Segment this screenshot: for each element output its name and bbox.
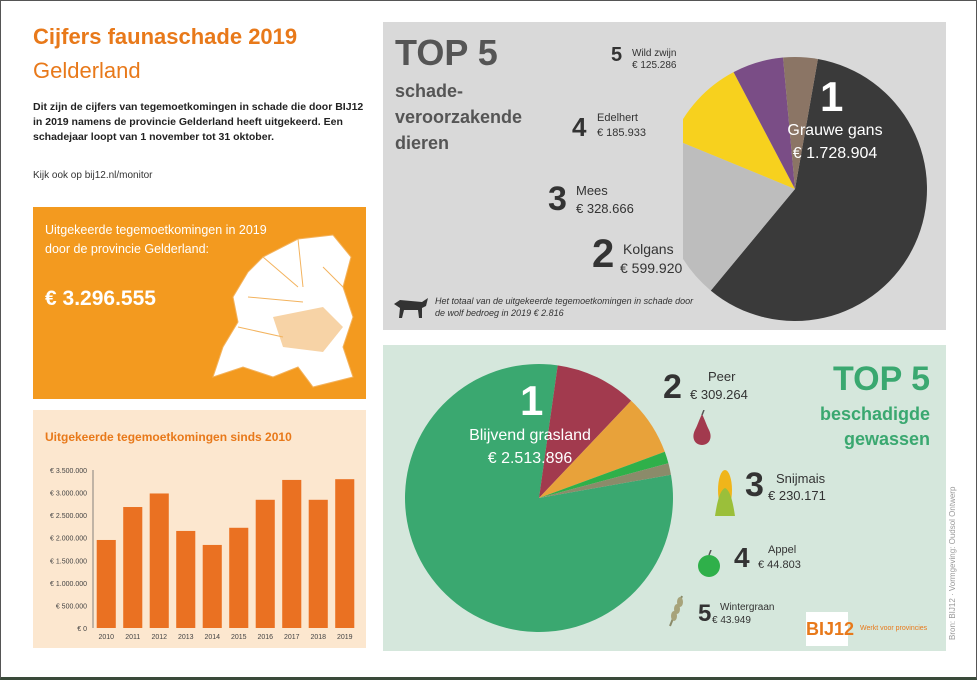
wheat-icon [669,595,683,627]
bar-chart-panel: Uitgekeerde tegemoetkomingen sinds 2010 … [33,410,366,648]
x-tick-label: 2010 [98,634,114,641]
x-tick-label: 2012 [151,634,167,641]
x-tick-label: 2011 [125,634,140,641]
slice-grauwe-gans [710,59,927,322]
bar-2010 [96,539,116,628]
y-tick-label: € 2.000.000 [50,536,87,543]
animal-rank-1: 1 [820,73,844,120]
crop-rank-1: 1 [520,377,544,424]
crop-rank-4: 4 [734,542,750,573]
crop-rank-3: 3 [745,466,764,504]
bar-2015 [229,527,249,628]
pear-icon [693,410,711,445]
crop-amount-2: € 309.264 [690,387,748,402]
crop-amount-3: € 230.171 [768,488,826,503]
crop-amount-5: € 43.949 [712,615,751,626]
animal-amount-2: € 599.920 [620,260,683,276]
animal-rank-3: 3 [548,180,567,218]
bar-2013 [176,530,196,628]
animal-rank-2: 2 [592,232,615,276]
summary-panel: Uitgekeerde tegemoetkomingen in 2019 doo… [33,207,366,399]
crop-name-1: Blijvend grasland [469,427,591,444]
y-tick-label: € 2.500.000 [50,513,87,520]
y-tick-label: € 1.000.000 [50,581,87,588]
bar-2018 [308,499,328,628]
animal-amount-5: € 125.286 [632,60,677,71]
crops-subtitle: beschadigde gewassen [819,404,930,449]
slice-edelhert [733,57,795,190]
slice-wild-zwijn [783,56,818,189]
bij12-logo: BIJ12 [806,612,854,646]
x-tick-label: 2015 [231,634,247,641]
y-tick-label: € 500.000 [56,603,87,610]
page-title: Cijfers faunaschade 2019 [33,24,298,49]
apple-icon [698,550,720,577]
intro-text: Dit zijn de cijfers van tegemoetkomingen… [33,101,364,143]
crop-amount-1: € 2.513.896 [487,450,573,467]
x-tick-label: 2018 [310,634,326,641]
animal-amount-1: € 1.728.904 [792,145,878,162]
x-tick-label: 2013 [178,634,194,641]
slice-appel [539,451,669,498]
monitor-link[interactable]: Kijk ook op bij12.nl/monitor [33,170,153,181]
x-tick-label: 2016 [257,634,273,641]
wolf-note: Het totaal van de uitgekeerde tegemoetko… [435,296,694,318]
crop-name-5: Wintergraan [720,602,775,613]
animal-name-2: Kolgans [623,241,674,257]
bar-chart: € 0 € 500.000 € 1.000.000 € 1.500.000 € 2.00… [50,468,355,641]
bar-2012 [149,493,169,628]
crop-rank-5: 5 [698,600,712,627]
bar-chart-title: Uitgekeerde tegemoetkomingen sinds 2010 [45,430,292,444]
animals-subtitle: schade-veroorzakende dieren [395,81,523,153]
corn-icon [715,470,735,516]
slice-wintergraan [539,463,671,498]
summary-text: Uitgekeerde tegemoetkomingen in 2019 doo… [45,223,267,256]
crop-name-3: Snijmais [776,471,826,486]
animal-name-3: Mees [576,183,608,198]
wolf-icon [394,298,428,318]
y-tick-label: € 0 [77,626,87,633]
x-tick-label: 2019 [337,634,353,641]
animals-pie-chart [683,56,927,322]
animals-top5-title: TOP 5 [395,32,498,73]
bar-2017 [282,479,302,628]
netherlands-map-icon [212,234,354,388]
crop-rank-2: 2 [663,368,682,406]
animal-rank-5: 5 [611,44,623,66]
slice-snijmais [539,400,665,498]
crop-name-2: Peer [708,369,736,384]
summary-amount: € 3.296.555 [45,287,156,310]
crops-top5-title: TOP 5 [832,360,930,398]
logo-tagline: Werkt voor provincies [860,625,928,632]
bar-2016 [255,499,275,628]
y-tick-label: € 3.500.000 [50,468,87,475]
animal-name-4: Edelhert [597,112,638,124]
bar-2011 [123,507,143,628]
animal-amount-3: € 328.666 [576,201,634,216]
credit-text: Bron: BIJ12 · Vormgeving: Oudsol Ontwerp [948,486,957,640]
crop-name-4: Appel [768,544,797,556]
bar-2014 [202,544,222,628]
animal-amount-4: € 185.933 [597,127,646,139]
animal-name-1: Grauwe gans [787,122,883,139]
y-tick-label: € 1.500.000 [50,558,87,565]
slice-peer [539,365,632,498]
crop-amount-4: € 44.803 [758,559,801,571]
animal-rank-4: 4 [572,112,587,142]
page-subtitle: Gelderland [33,58,141,83]
slice-mees [683,72,795,189]
bar-2019 [335,479,355,628]
y-tick-label: € 3.000.000 [50,491,87,498]
crops-pie-chart [405,364,673,632]
animal-name-5: Wild zwijn [632,48,677,59]
x-tick-label: 2014 [204,634,220,641]
slice-kolgans [683,142,795,291]
x-tick-label: 2017 [284,634,300,641]
